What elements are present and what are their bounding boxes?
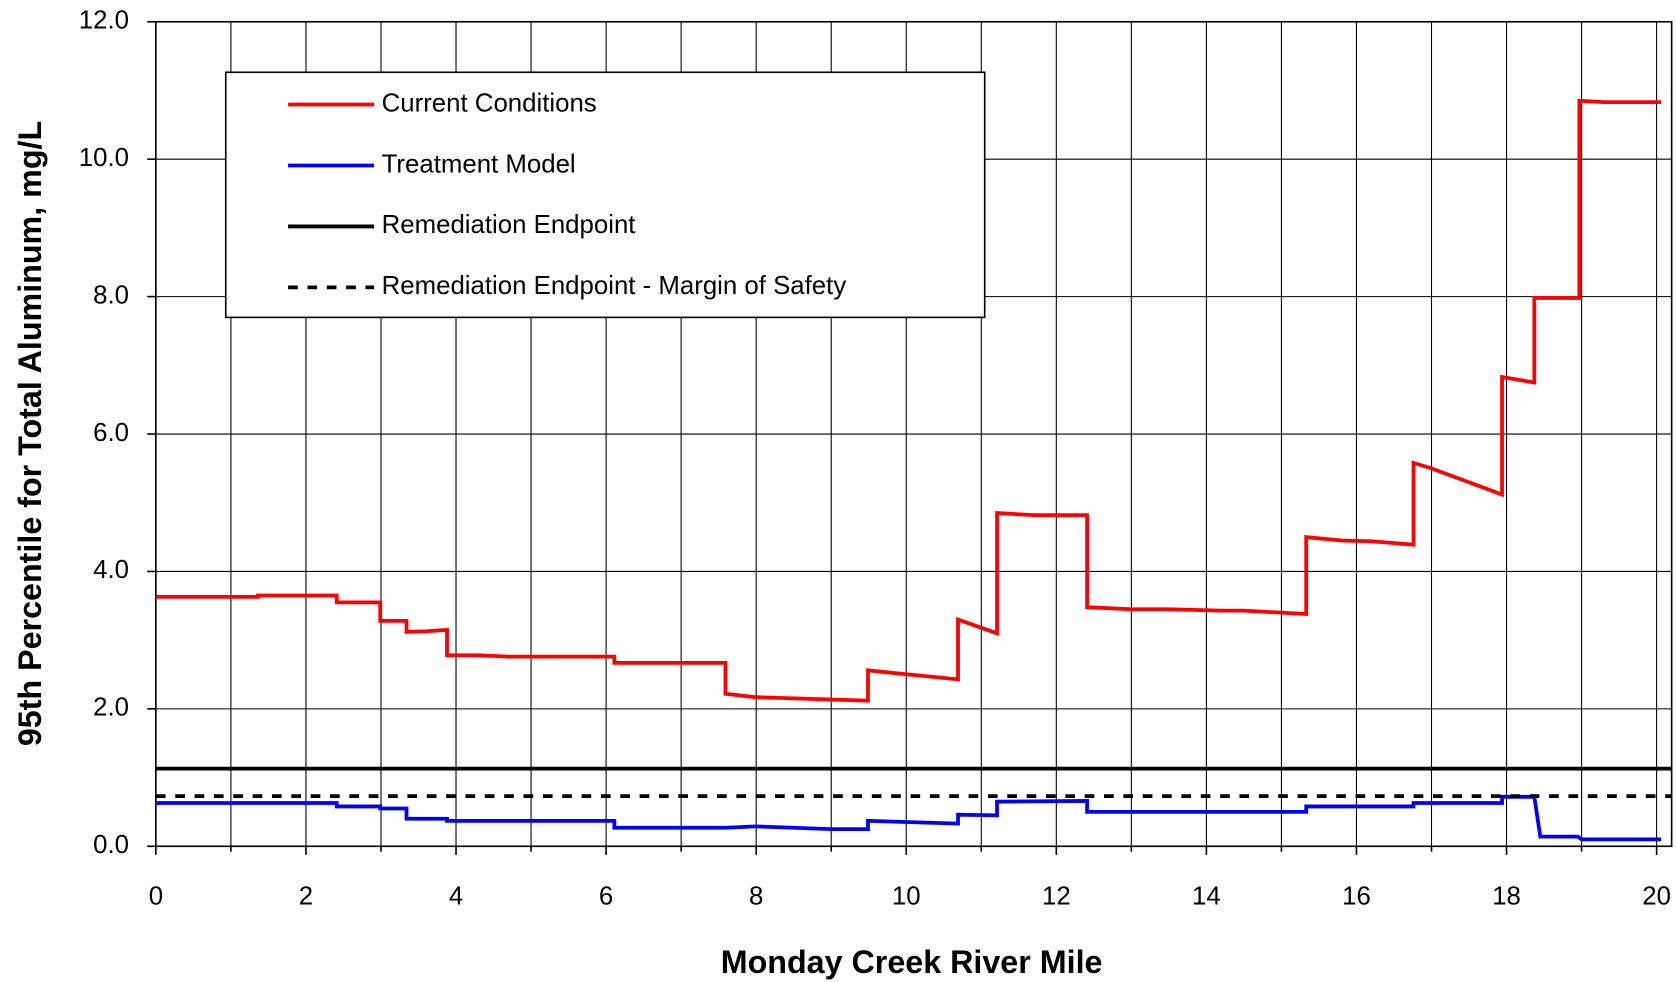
x-tick-label: 18 <box>1492 883 1521 911</box>
x-tick-label: 8 <box>749 883 763 911</box>
x-tick-label: 12 <box>1042 883 1071 911</box>
y-tick-label: 12.0 <box>79 7 129 35</box>
x-tick-label: 14 <box>1192 883 1221 911</box>
series-line <box>155 794 1662 842</box>
y-axis-label: 95th Percentile for Total Aluminum, mg/L <box>12 121 48 746</box>
x-axis-label: Monday Creek River Mile <box>721 944 1103 980</box>
y-tick-label: 8.0 <box>93 281 129 309</box>
x-tick-label: 6 <box>599 883 613 911</box>
x-tick-label: 4 <box>449 883 463 911</box>
y-tick-label: 0.0 <box>93 831 129 859</box>
legend-label: Treatment Model <box>382 150 576 178</box>
legend-label: Remediation Endpoint - Margin of Safety <box>382 272 847 300</box>
x-tick-label: 20 <box>1642 883 1671 911</box>
series-line <box>155 98 1662 703</box>
legend-label: Current Conditions <box>382 89 597 117</box>
x-tick-label: 10 <box>892 883 921 911</box>
x-tick-label: 16 <box>1342 883 1371 911</box>
y-tick-label: 6.0 <box>93 419 129 447</box>
x-tick-label: 2 <box>299 883 313 911</box>
legend-label: Remediation Endpoint <box>382 211 636 239</box>
y-tick-label: 2.0 <box>93 694 129 722</box>
y-tick-label: 4.0 <box>93 556 129 584</box>
y-tick-label: 10.0 <box>79 144 129 172</box>
legend-box <box>224 71 986 319</box>
x-tick-label: 0 <box>149 883 163 911</box>
